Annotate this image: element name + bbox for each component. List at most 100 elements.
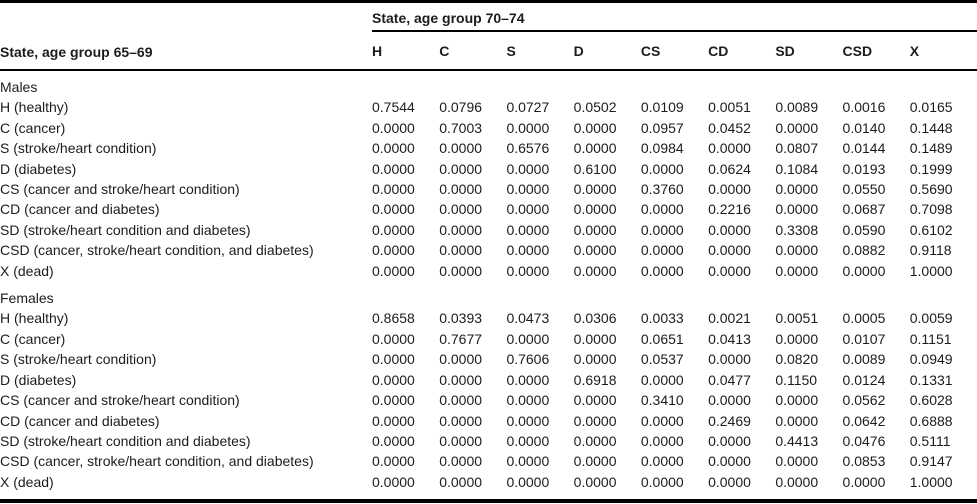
table-row: H (healthy) 0.8658 0.0393 0.0473 0.0306 0.003… xyxy=(0,308,977,328)
cell-c: 0.0000 xyxy=(439,181,483,198)
cell-d: 0.0000 xyxy=(573,351,617,368)
cell-sd: 0.4413 xyxy=(775,432,819,449)
row-label: S (stroke/heart condition) xyxy=(0,351,157,368)
row-label: H (healthy) xyxy=(0,99,69,116)
table-row: D (diabetes) 0.0000 0.0000 0.0000 0.6918 0.00… xyxy=(0,370,977,390)
cell-s: 0.0000 xyxy=(506,201,550,218)
cell-s: 0.0000 xyxy=(506,262,550,279)
cell-cs: 0.0000 xyxy=(640,221,684,238)
cell-x: 0.6888 xyxy=(909,412,953,429)
cell-csd: 0.0562 xyxy=(842,392,886,409)
cell-sd: 0.0000 xyxy=(775,262,819,279)
cell-sd: 0.1084 xyxy=(775,160,819,177)
table-header: State, age group 65–69 State, age group … xyxy=(0,3,977,69)
cell-cs: 0.0000 xyxy=(640,262,684,279)
cell-c: 0.0000 xyxy=(439,371,483,388)
cell-h: 0.0000 xyxy=(372,330,415,347)
row-label: CD (cancer and diabetes) xyxy=(0,201,160,218)
row-label: C (cancer) xyxy=(0,119,66,136)
row-label: CSD (cancer, stroke/heart condition, and… xyxy=(0,242,314,259)
cell-h: 0.8658 xyxy=(372,310,415,327)
cell-csd: 0.0089 xyxy=(842,351,886,368)
cell-sd: 0.0000 xyxy=(775,201,819,218)
cell-x: 0.7098 xyxy=(909,201,953,218)
cell-c: 0.0000 xyxy=(439,221,483,238)
table-row: SD (stroke/heart condition and diabetes)… xyxy=(0,431,977,451)
table-row: CS (cancer and stroke/heart condition) 0.… xyxy=(0,179,977,199)
cell-h: 0.7544 xyxy=(372,99,415,116)
cell-s: 0.0000 xyxy=(506,371,550,388)
cell-d: 0.0000 xyxy=(573,119,617,136)
cell-s: 0.0000 xyxy=(506,453,550,470)
column-group: State, age group 70–74 H C S D CS CD SD CSD X xyxy=(372,3,977,69)
column-header-x: X xyxy=(909,42,920,59)
cell-d: 0.6100 xyxy=(573,160,617,177)
cell-h: 0.0000 xyxy=(372,392,415,409)
column-header-c: C xyxy=(439,42,450,59)
cell-h: 0.0000 xyxy=(372,412,415,429)
cell-cd: 0.0000 xyxy=(708,453,751,470)
table-row: CD (cancer and diabetes) 0.0000 0.0000 0.00… xyxy=(0,411,977,431)
cell-cs: 0.0000 xyxy=(640,242,684,259)
cell-cd: 0.0413 xyxy=(708,330,751,347)
cell-d: 0.6918 xyxy=(573,371,617,388)
cell-h: 0.0000 xyxy=(372,201,415,218)
cell-cs: 0.0957 xyxy=(640,119,684,136)
cell-c: 0.0000 xyxy=(439,453,483,470)
cell-cd: 0.0452 xyxy=(708,119,751,136)
cell-d: 0.0000 xyxy=(573,453,617,470)
cell-d: 0.0000 xyxy=(573,392,617,409)
cell-s: 0.0000 xyxy=(506,160,550,177)
cell-sd: 0.0000 xyxy=(775,392,819,409)
cell-cs: 0.3410 xyxy=(640,392,684,409)
cell-cd: 0.0000 xyxy=(708,432,751,449)
cell-x: 1.0000 xyxy=(909,473,953,490)
column-header-s: S xyxy=(506,42,516,59)
row-label: D (diabetes) xyxy=(0,160,77,177)
cell-csd: 0.0476 xyxy=(842,432,886,449)
cell-cs: 0.0651 xyxy=(640,330,684,347)
cell-sd: 0.0820 xyxy=(775,351,819,368)
cell-sd: 0.0089 xyxy=(775,99,819,116)
cell-x: 0.5690 xyxy=(909,181,953,198)
row-group-header: State, age group 65–69 xyxy=(0,44,153,60)
cell-cs: 0.0000 xyxy=(640,412,684,429)
row-label: S (stroke/heart condition) xyxy=(0,140,157,157)
cell-h: 0.0000 xyxy=(372,181,415,198)
cell-c: 0.0393 xyxy=(439,310,483,327)
cell-d: 0.0000 xyxy=(573,140,617,157)
table-row: SD (stroke/heart condition and diabetes)… xyxy=(0,220,977,240)
cell-d: 0.0000 xyxy=(573,432,617,449)
cell-x: 0.9118 xyxy=(909,242,952,259)
header-body-rule xyxy=(0,69,977,71)
column-header-sd: SD xyxy=(775,42,795,59)
cell-csd: 0.0016 xyxy=(842,99,886,116)
cell-x: 0.1331 xyxy=(909,371,953,388)
cell-cd: 0.0000 xyxy=(708,351,751,368)
cell-d: 0.0000 xyxy=(573,262,617,279)
cell-s: 0.7606 xyxy=(506,351,550,368)
cell-d: 0.0502 xyxy=(573,99,617,116)
cell-cs: 0.0000 xyxy=(640,160,684,177)
cell-cd: 0.0000 xyxy=(708,262,751,279)
cell-h: 0.0000 xyxy=(372,119,415,136)
cell-cs: 0.3760 xyxy=(640,181,684,198)
cell-cd: 0.0000 xyxy=(708,181,751,198)
cell-sd: 0.0807 xyxy=(775,140,819,157)
cell-d: 0.0000 xyxy=(573,221,617,238)
cell-cs: 0.0000 xyxy=(640,473,684,490)
cell-s: 0.0000 xyxy=(506,242,550,259)
cell-s: 0.0000 xyxy=(506,392,550,409)
cell-x: 0.1151 xyxy=(909,330,952,347)
row-label: CS (cancer and stroke/heart condition) xyxy=(0,181,240,198)
cell-h: 0.0000 xyxy=(372,221,415,238)
cell-cd: 0.2469 xyxy=(708,412,751,429)
table-row: S (stroke/heart condition) 0.0000 0.0000 0.… xyxy=(0,138,977,158)
cell-cd: 0.0000 xyxy=(708,473,751,490)
table-row: S (stroke/heart condition) 0.0000 0.0000 0.… xyxy=(0,349,977,369)
cell-cd: 0.0021 xyxy=(708,310,751,327)
row-label: SD (stroke/heart condition and diabetes) xyxy=(0,221,251,238)
cell-cs: 0.0984 xyxy=(640,140,684,157)
row-label: X (dead) xyxy=(0,473,54,490)
cell-h: 0.0000 xyxy=(372,242,415,259)
